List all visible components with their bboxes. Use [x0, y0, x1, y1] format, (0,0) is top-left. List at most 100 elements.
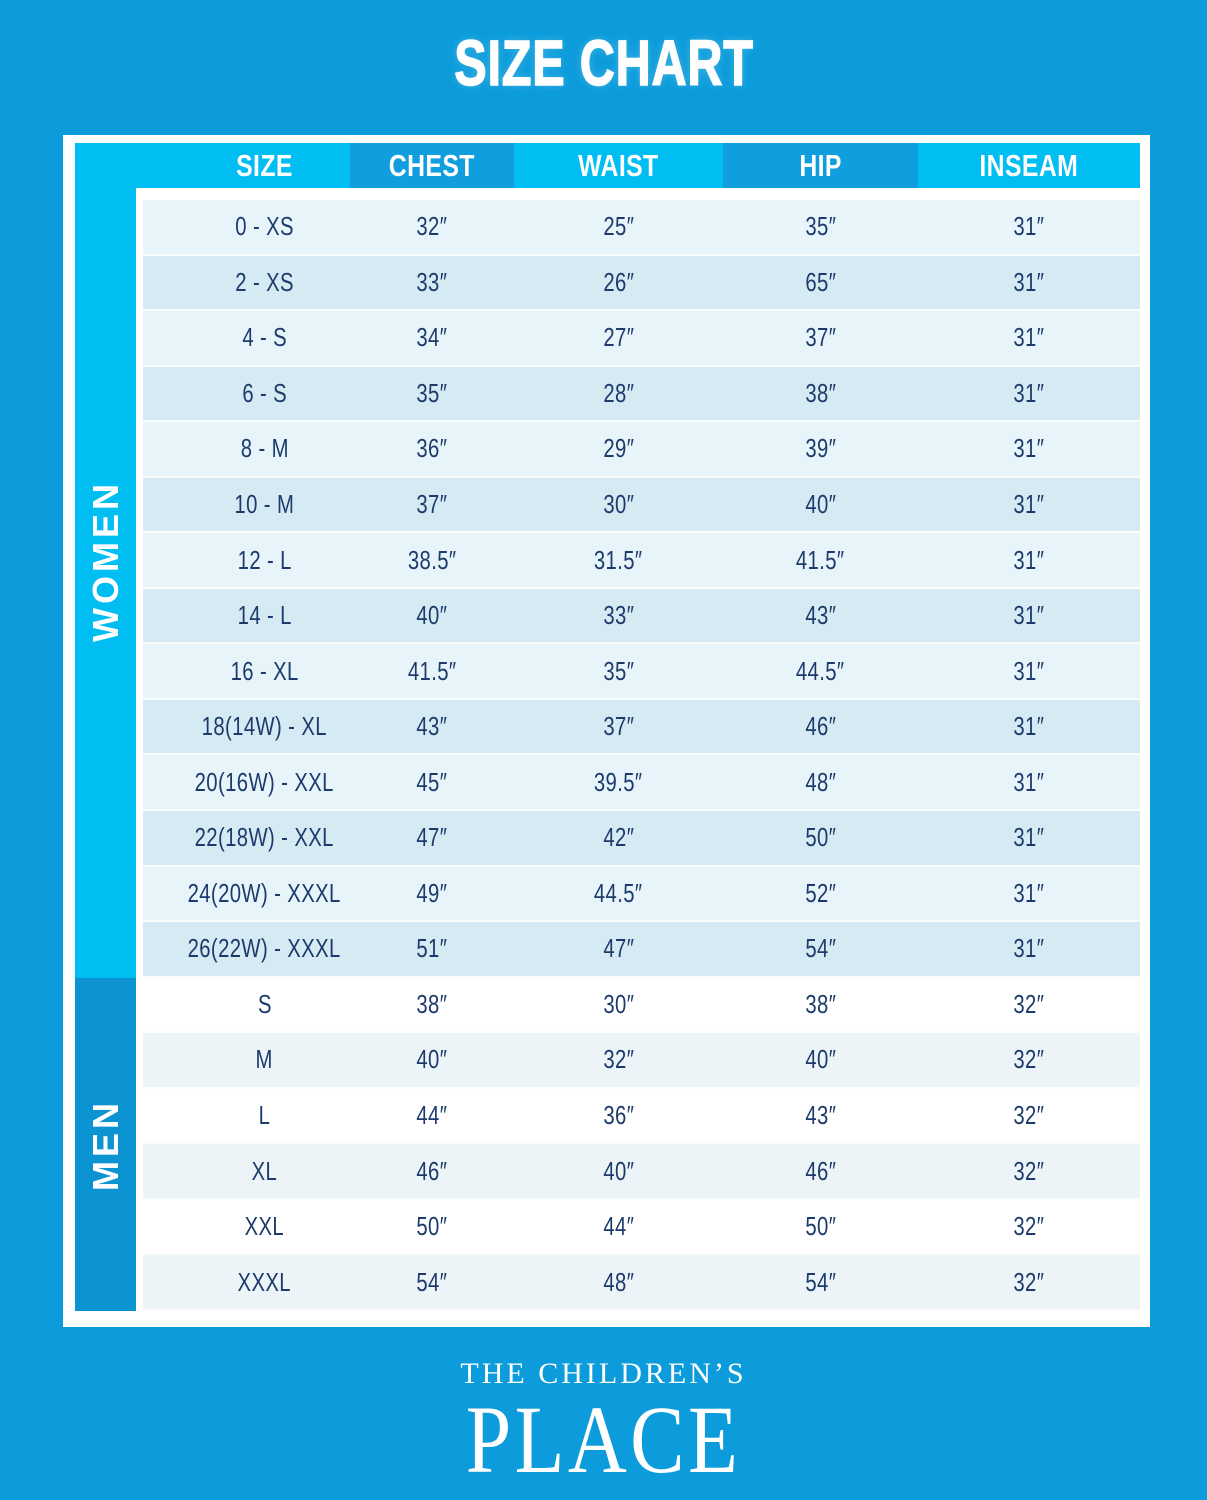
- cell-chest-value: 54″: [416, 1266, 448, 1297]
- cell-chest-value: 43″: [416, 711, 448, 742]
- cell-size-value: 0 - XS: [235, 211, 294, 242]
- cell-hip-value: 38″: [805, 988, 836, 1019]
- cell-waist: 29″: [514, 422, 723, 476]
- cell-size: XXL: [143, 1200, 350, 1254]
- table-row: 12 - L 38.5″ 31.5″ 41.5″ 31″: [143, 533, 1140, 589]
- cell-size: 24(20W) - XXXL: [143, 867, 350, 921]
- cell-size-value: 2 - XS: [235, 266, 294, 297]
- table-row: L 44″ 36″ 43″ 32″: [143, 1088, 1140, 1145]
- cell-waist-value: 33″: [603, 600, 634, 631]
- cell-size-value: L: [258, 1100, 271, 1131]
- column-header-inseam-label: INSEAM: [979, 147, 1079, 183]
- cell-waist-value: 25″: [603, 211, 634, 242]
- cell-chest-value: 41.5″: [407, 655, 457, 686]
- cell-inseam-value: 32″: [1013, 1155, 1045, 1186]
- table-row: 20(16W) - XXL 45″ 39.5″ 48″ 31″: [143, 755, 1140, 812]
- cell-size-value: 20(16W) - XXL: [194, 766, 335, 797]
- cell-waist-value: 30″: [603, 988, 634, 1019]
- cell-hip: 38″: [723, 367, 918, 421]
- cell-size: 6 - S: [143, 367, 350, 421]
- cell-inseam-value: 32″: [1013, 1266, 1045, 1297]
- cell-waist: 44.5″: [514, 867, 723, 921]
- table-row: 4 - S 34″ 27″ 37″ 31″: [143, 311, 1140, 367]
- cell-size-value: 18(14W) - XL: [201, 711, 328, 742]
- cell-inseam-value: 32″: [1013, 1044, 1045, 1075]
- cell-hip: 52″: [723, 867, 918, 921]
- cell-chest-value: 44″: [416, 1100, 448, 1131]
- cell-waist: 27″: [514, 311, 723, 365]
- cell-inseam-value: 31″: [1013, 489, 1045, 519]
- cell-chest-value: 50″: [416, 1211, 448, 1242]
- cell-hip-value: 40″: [805, 489, 836, 519]
- cell-hip: 43″: [723, 589, 918, 643]
- cell-size: 18(14W) - XL: [143, 700, 350, 754]
- column-header-chest: CHEST: [350, 143, 514, 188]
- cell-hip-value: 40″: [805, 1044, 836, 1075]
- table-row: 8 - M 36″ 29″ 39″ 31″: [143, 422, 1140, 478]
- cell-inseam: 32″: [918, 1089, 1140, 1143]
- cell-hip: 54″: [723, 922, 918, 976]
- cell-chest: 32″: [350, 200, 514, 254]
- cell-inseam-value: 32″: [1013, 1100, 1045, 1131]
- cell-chest-value: 40″: [416, 600, 448, 631]
- cell-chest: 49″: [350, 867, 514, 921]
- cell-waist-value: 30″: [603, 489, 634, 519]
- cell-hip-value: 48″: [805, 766, 836, 797]
- cell-chest: 40″: [350, 1033, 514, 1087]
- cell-hip: 65″: [723, 256, 918, 310]
- cell-inseam-value: 31″: [1013, 766, 1045, 797]
- cell-waist-value: 31.5″: [594, 544, 643, 575]
- cell-chest-value: 37″: [416, 489, 448, 519]
- cell-waist: 28″: [514, 367, 723, 421]
- table-row: XXL 50″ 44″ 50″ 32″: [143, 1199, 1140, 1256]
- cell-chest-value: 49″: [416, 877, 448, 908]
- cell-size-value: 10 - M: [234, 489, 295, 519]
- cell-inseam-value: 31″: [1013, 433, 1045, 464]
- cell-size: XXXL: [143, 1255, 350, 1309]
- cell-chest: 44″: [350, 1089, 514, 1143]
- cell-size-value: XL: [251, 1155, 278, 1186]
- section-label-women: WOMEN: [84, 479, 126, 642]
- cell-chest-value: 33″: [416, 266, 448, 297]
- cell-inseam: 31″: [918, 367, 1140, 421]
- column-header-hip-label: HIP: [799, 147, 842, 183]
- cell-size-value: 16 - XL: [230, 655, 299, 686]
- cell-inseam-value: 31″: [1013, 266, 1045, 297]
- cell-waist-value: 26″: [603, 266, 634, 297]
- cell-inseam-value: 31″: [1013, 544, 1045, 575]
- cell-inseam: 32″: [918, 1255, 1140, 1309]
- cell-size-value: XXL: [244, 1211, 285, 1242]
- cell-waist-value: 37″: [603, 711, 634, 742]
- cell-inseam: 31″: [918, 644, 1140, 698]
- column-header-waist: WAIST: [514, 143, 723, 188]
- cell-size: 20(16W) - XXL: [143, 755, 350, 809]
- cell-hip-value: 65″: [805, 266, 836, 297]
- cell-chest-value: 45″: [416, 766, 448, 797]
- cell-chest: 37″: [350, 478, 514, 532]
- cell-inseam: 31″: [918, 311, 1140, 365]
- cell-chest-value: 35″: [416, 377, 448, 408]
- cell-size: 8 - M: [143, 422, 350, 476]
- cell-size: 10 - M: [143, 478, 350, 532]
- cell-waist-value: 48″: [603, 1266, 634, 1297]
- cell-waist: 31.5″: [514, 533, 723, 587]
- cell-size: L: [143, 1089, 350, 1143]
- cell-inseam: 31″: [918, 478, 1140, 532]
- cell-size-value: XXXL: [237, 1266, 292, 1297]
- table-row: 14 - L 40″ 33″ 43″ 31″: [143, 588, 1140, 645]
- cell-hip: 41.5″: [723, 533, 918, 587]
- cell-inseam: 31″: [918, 256, 1140, 310]
- column-header-hip: HIP: [723, 143, 918, 188]
- cell-waist: 36″: [514, 1089, 723, 1143]
- cell-waist-value: 39.5″: [594, 766, 643, 797]
- cell-size: 26(22W) - XXXL: [143, 922, 350, 976]
- cell-chest: 36″: [350, 422, 514, 476]
- column-header-size-label: SIZE: [235, 147, 293, 183]
- cell-waist: 33″: [514, 589, 723, 643]
- cell-waist: 30″: [514, 478, 723, 532]
- cell-waist: 35″: [514, 644, 723, 698]
- cell-inseam-value: 32″: [1013, 1211, 1045, 1242]
- cell-size: 14 - L: [143, 589, 350, 643]
- cell-inseam-value: 31″: [1013, 933, 1045, 964]
